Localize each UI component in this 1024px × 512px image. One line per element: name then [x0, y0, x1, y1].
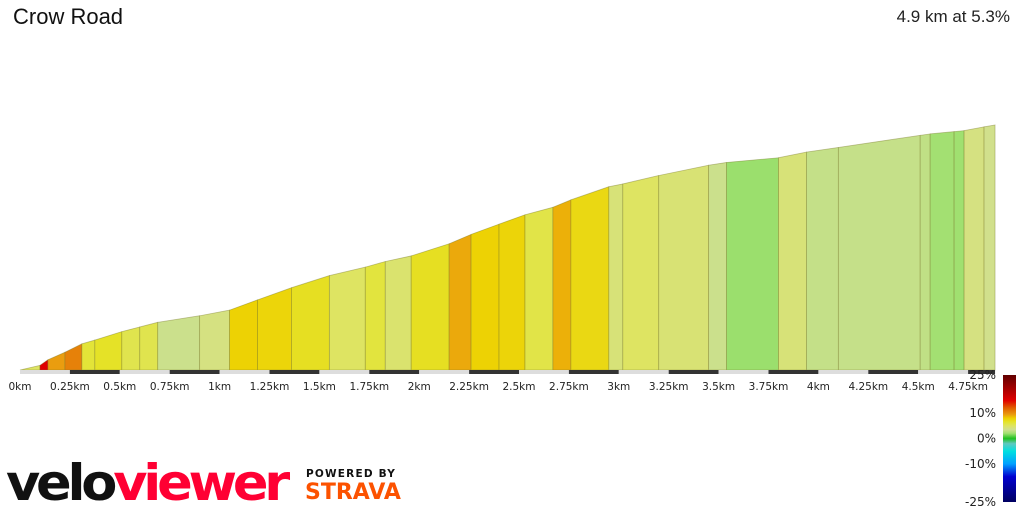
profile-segment	[94, 331, 123, 371]
profile-segment	[470, 223, 500, 371]
profile-segments	[19, 124, 996, 371]
profile-segment	[328, 266, 366, 371]
gradient-legend-label: -25%	[965, 495, 996, 509]
x-tick-label: 4km	[807, 381, 830, 393]
x-axis-ticks: 0km 0.25km 0.5km 0.75km 1km 1.25km 1.5km 1.75km…	[9, 381, 988, 393]
profile-segment	[199, 309, 230, 371]
profile-segment	[524, 206, 554, 371]
x-tick-label: 0.25km	[50, 381, 90, 393]
x-tick-label: 0.75km	[150, 381, 190, 393]
profile-segment	[229, 299, 258, 371]
axis-bar-segment	[918, 370, 969, 374]
gradient-colorbar	[1003, 375, 1016, 502]
axis-bar-segment	[868, 370, 919, 374]
profile-segment	[448, 233, 472, 371]
x-tick-label: 4.25km	[848, 381, 888, 393]
profile-segment	[19, 364, 41, 371]
profile-segment	[953, 130, 965, 371]
axis-bar-segment	[369, 370, 420, 374]
gradient-legend-label: 0%	[977, 432, 996, 446]
x-tick-label: 0.5km	[103, 381, 136, 393]
axis-bar-segment	[69, 370, 120, 374]
profile-segment	[384, 255, 412, 371]
profile-segment	[983, 124, 996, 371]
x-tick-label: 1.75km	[349, 381, 389, 393]
axis-bar-segment	[568, 370, 619, 374]
x-tick-label: 3.75km	[749, 381, 789, 393]
x-tick-label: 2.5km	[502, 381, 535, 393]
axis-bar-segment	[219, 370, 270, 374]
x-tick-label: 3km	[607, 381, 630, 393]
axis-bar-segment	[818, 370, 869, 374]
profile-segment	[608, 183, 624, 371]
x-tick-label: 4.5km	[902, 381, 935, 393]
profile-segment	[64, 343, 83, 371]
profile-segment	[570, 186, 610, 371]
gradient-legend-label: -10%	[965, 457, 996, 471]
logo-velo: velo	[6, 454, 116, 507]
x-tick-label: 4.75km	[948, 381, 988, 393]
axis-bar-segment	[269, 370, 320, 374]
profile-segment	[778, 151, 807, 371]
axis-bar-segment	[968, 370, 996, 374]
x-tick-label: 1.25km	[250, 381, 290, 393]
profile-segment	[929, 131, 955, 371]
x-tick-label: 1km	[208, 381, 231, 393]
logo-viewer: viewer	[113, 454, 290, 507]
x-tick-label: 2.75km	[549, 381, 589, 393]
profile-segment	[291, 275, 330, 371]
profile-segment	[364, 261, 386, 371]
x-tick-label: 0km	[9, 381, 32, 393]
axis-bar-segment	[618, 370, 669, 374]
axis-bar-segment	[20, 370, 70, 374]
axis-bar-segment	[319, 370, 370, 374]
profile-segment	[157, 315, 201, 371]
profile-segment	[47, 351, 66, 371]
profile-segment	[658, 164, 710, 371]
profile-segment	[139, 321, 159, 371]
axis-bar-segment	[169, 370, 220, 374]
profile-segment	[39, 358, 49, 371]
strava-logo: STRAVA	[305, 480, 401, 505]
x-tick-label: 3.25km	[649, 381, 689, 393]
x-tick-label: 2km	[408, 381, 431, 393]
axis-bar-segment	[718, 370, 769, 374]
axis-bar-segment	[419, 370, 470, 374]
profile-segment	[410, 243, 450, 371]
axis-bar-segment	[519, 370, 569, 374]
profile-segment	[708, 161, 727, 371]
profile-segment	[837, 134, 921, 371]
x-tick-label: 1.5km	[303, 381, 336, 393]
climb-summary: 4.9 km at 5.3%	[896, 7, 1010, 26]
gradient-legend-label: 25%	[969, 368, 996, 382]
profile-segment	[257, 287, 292, 371]
profile-segment	[806, 147, 839, 371]
profile-segment	[963, 126, 985, 371]
veloviewer-logo: velo viewer	[6, 454, 295, 507]
gradient-legend-label: 10%	[969, 406, 996, 420]
distance-axis-bar	[20, 370, 996, 374]
x-tick-label: 2.25km	[449, 381, 489, 393]
profile-segment	[919, 133, 931, 371]
axis-bar-segment	[119, 370, 170, 374]
profile-segment	[622, 175, 660, 371]
axis-bar-segment	[469, 370, 519, 374]
profile-segment	[552, 199, 572, 371]
powered-by-label: POWERED BY	[306, 468, 397, 480]
profile-segment	[121, 326, 141, 371]
x-tick-label: 3.5km	[702, 381, 735, 393]
climb-title: Crow Road	[13, 4, 124, 29]
profile-segment	[726, 157, 779, 371]
gradient-legend-labels: 25% 10% 0% -10% -25%	[965, 368, 996, 509]
axis-bar-segment	[668, 370, 719, 374]
axis-bar-segment	[768, 370, 819, 374]
profile-segment	[498, 214, 526, 371]
profile-segment	[81, 339, 96, 371]
